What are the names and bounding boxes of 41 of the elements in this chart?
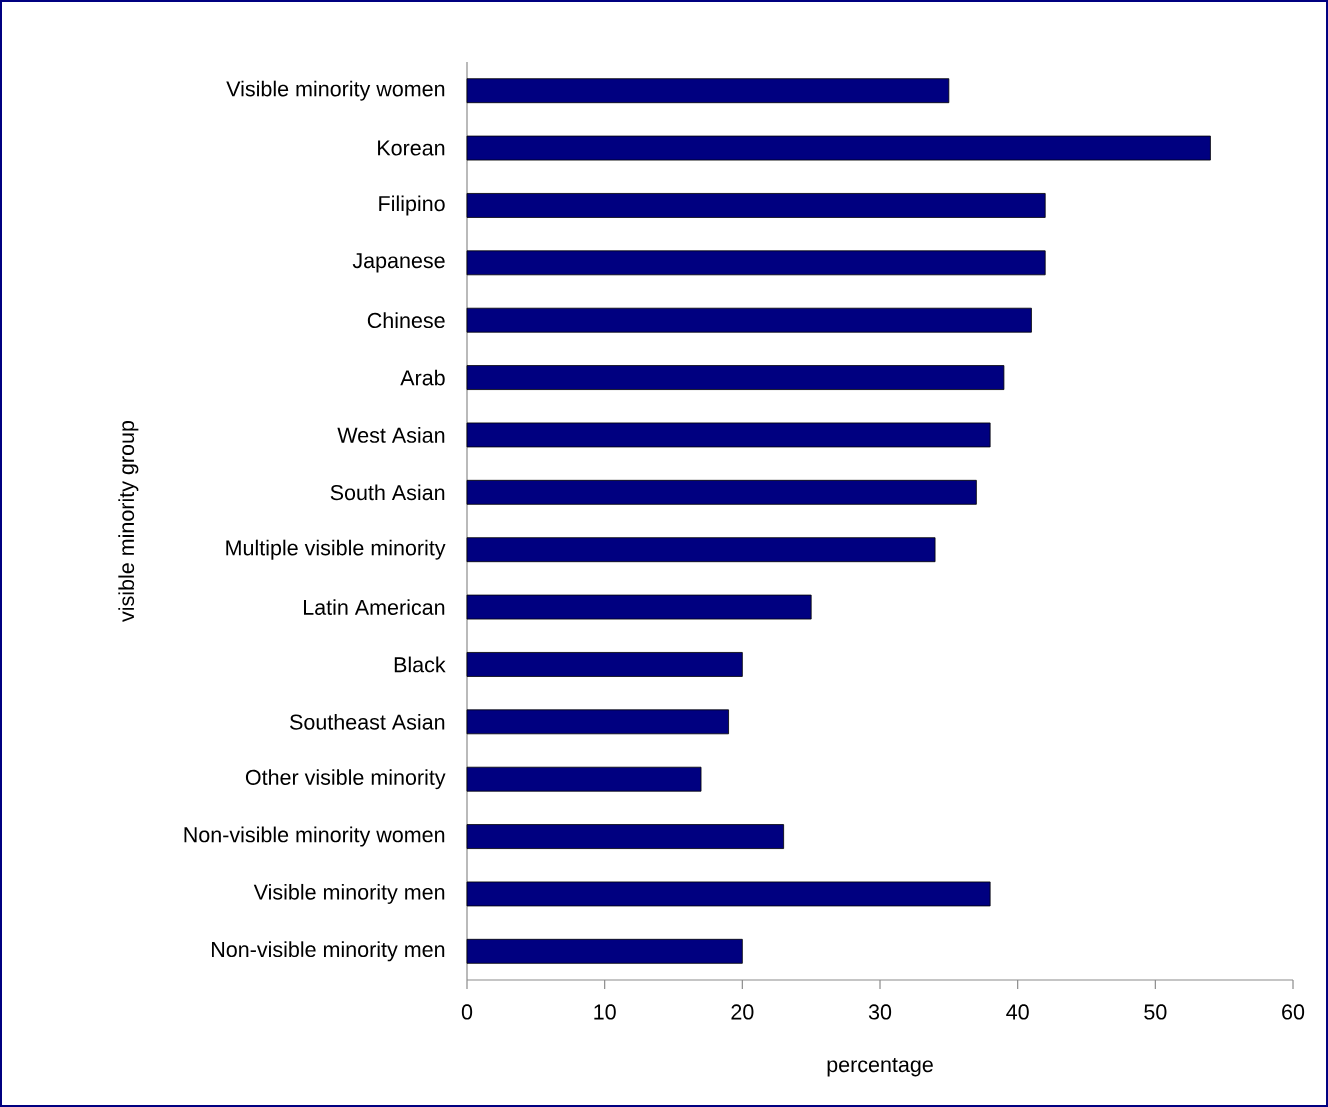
x-tick-label: 30 bbox=[868, 1004, 892, 1020]
x-tick-label: 0 bbox=[461, 1004, 473, 1020]
x-tick-label: 60 bbox=[1282, 1004, 1305, 1020]
bar bbox=[466, 594, 812, 620]
x-axis-title: percentage bbox=[827, 1058, 933, 1077]
y-tick-label: Other visible minority bbox=[245, 769, 446, 790]
y-tick-label: Visible minority women bbox=[226, 80, 445, 101]
bar bbox=[466, 135, 1211, 161]
y-tick-label: Chinese bbox=[367, 312, 445, 329]
y-tick-label: Black bbox=[394, 656, 446, 673]
x-tick-label: 40 bbox=[1006, 1004, 1029, 1020]
y-tick-label: Non-visible minority women bbox=[184, 826, 445, 847]
y-tick-label: Southeast Asian bbox=[290, 713, 445, 730]
bar bbox=[466, 307, 1032, 333]
y-tick-label: Arab bbox=[400, 369, 445, 386]
y-tick-label: Visible minority men bbox=[253, 883, 445, 904]
bar bbox=[466, 250, 1046, 276]
bar bbox=[466, 938, 743, 964]
y-tick-label: Korean bbox=[378, 140, 445, 156]
bar bbox=[466, 881, 991, 907]
bar bbox=[466, 193, 1046, 218]
y-axis-title: visible minority group bbox=[118, 421, 139, 622]
bar bbox=[466, 537, 936, 563]
bar bbox=[466, 78, 950, 104]
bar bbox=[466, 652, 743, 677]
bar bbox=[466, 365, 1005, 390]
y-tick-label: Japanese bbox=[352, 253, 445, 273]
bar bbox=[466, 422, 991, 448]
y-tick-label: Multiple visible minority bbox=[226, 539, 446, 560]
x-tick-label: 20 bbox=[731, 1004, 754, 1020]
x-tick-label: 10 bbox=[594, 1004, 616, 1020]
bar bbox=[466, 824, 785, 849]
bar bbox=[466, 766, 702, 792]
y-tick-label: Latin American bbox=[304, 599, 445, 615]
y-tick-label: Filipino bbox=[379, 195, 445, 216]
bar bbox=[466, 709, 729, 735]
y-tick-label: South Asian bbox=[330, 484, 445, 501]
y-tick-label: West Asian bbox=[337, 427, 445, 443]
x-tick-label: 50 bbox=[1144, 1004, 1167, 1020]
y-tick-label: Non-visible minority men bbox=[212, 941, 445, 962]
bar bbox=[466, 479, 977, 505]
